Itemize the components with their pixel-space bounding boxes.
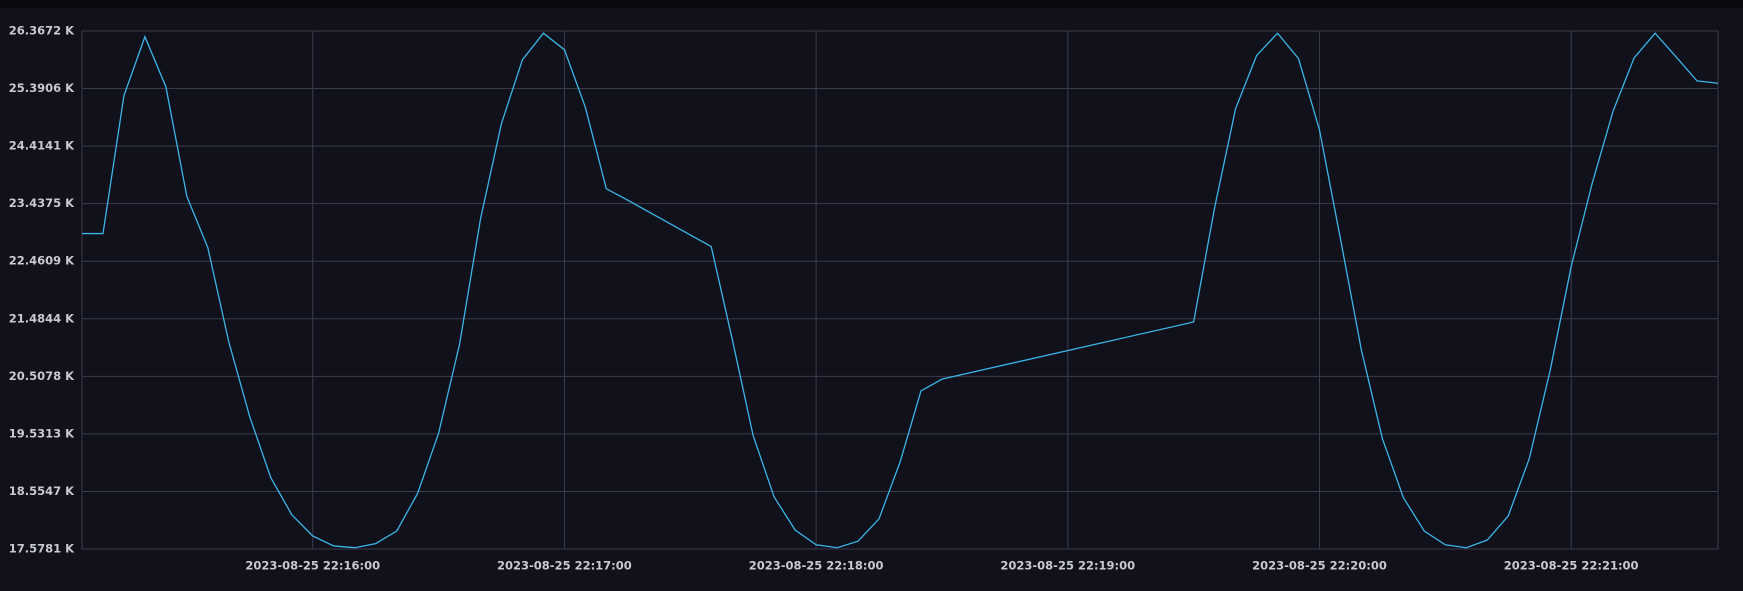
y-tick-label: 17.5781 K <box>9 542 75 556</box>
y-tick-label: 18.5547 K <box>9 484 75 498</box>
x-tick-label: 2023-08-25 22:21:00 <box>1504 559 1639 573</box>
y-tick-label: 24.4141 K <box>9 139 75 153</box>
top-strip <box>0 0 1743 8</box>
x-tick-label: 2023-08-25 22:20:00 <box>1252 559 1387 573</box>
y-tick-label: 20.5078 K <box>9 369 75 383</box>
panel <box>0 8 1743 591</box>
plot-frame <box>81 30 1719 550</box>
data-line <box>82 32 1719 549</box>
x-tick-label: 2023-08-25 22:17:00 <box>497 559 632 573</box>
y-tick-label: 19.5313 K <box>9 426 75 440</box>
x-tick-label: 2023-08-25 22:19:00 <box>1000 559 1135 573</box>
x-tick-label: 2023-08-25 22:18:00 <box>749 559 884 573</box>
y-tick-label: 25.3906 K <box>9 81 75 95</box>
y-tick-label: 23.4375 K <box>9 196 75 210</box>
x-tick-label: 2023-08-25 22:16:00 <box>245 559 380 573</box>
y-tick-label: 22.4609 K <box>9 254 75 268</box>
y-tick-label: 26.3672 K <box>9 24 75 38</box>
y-tick-label: 21.4844 K <box>9 311 75 325</box>
